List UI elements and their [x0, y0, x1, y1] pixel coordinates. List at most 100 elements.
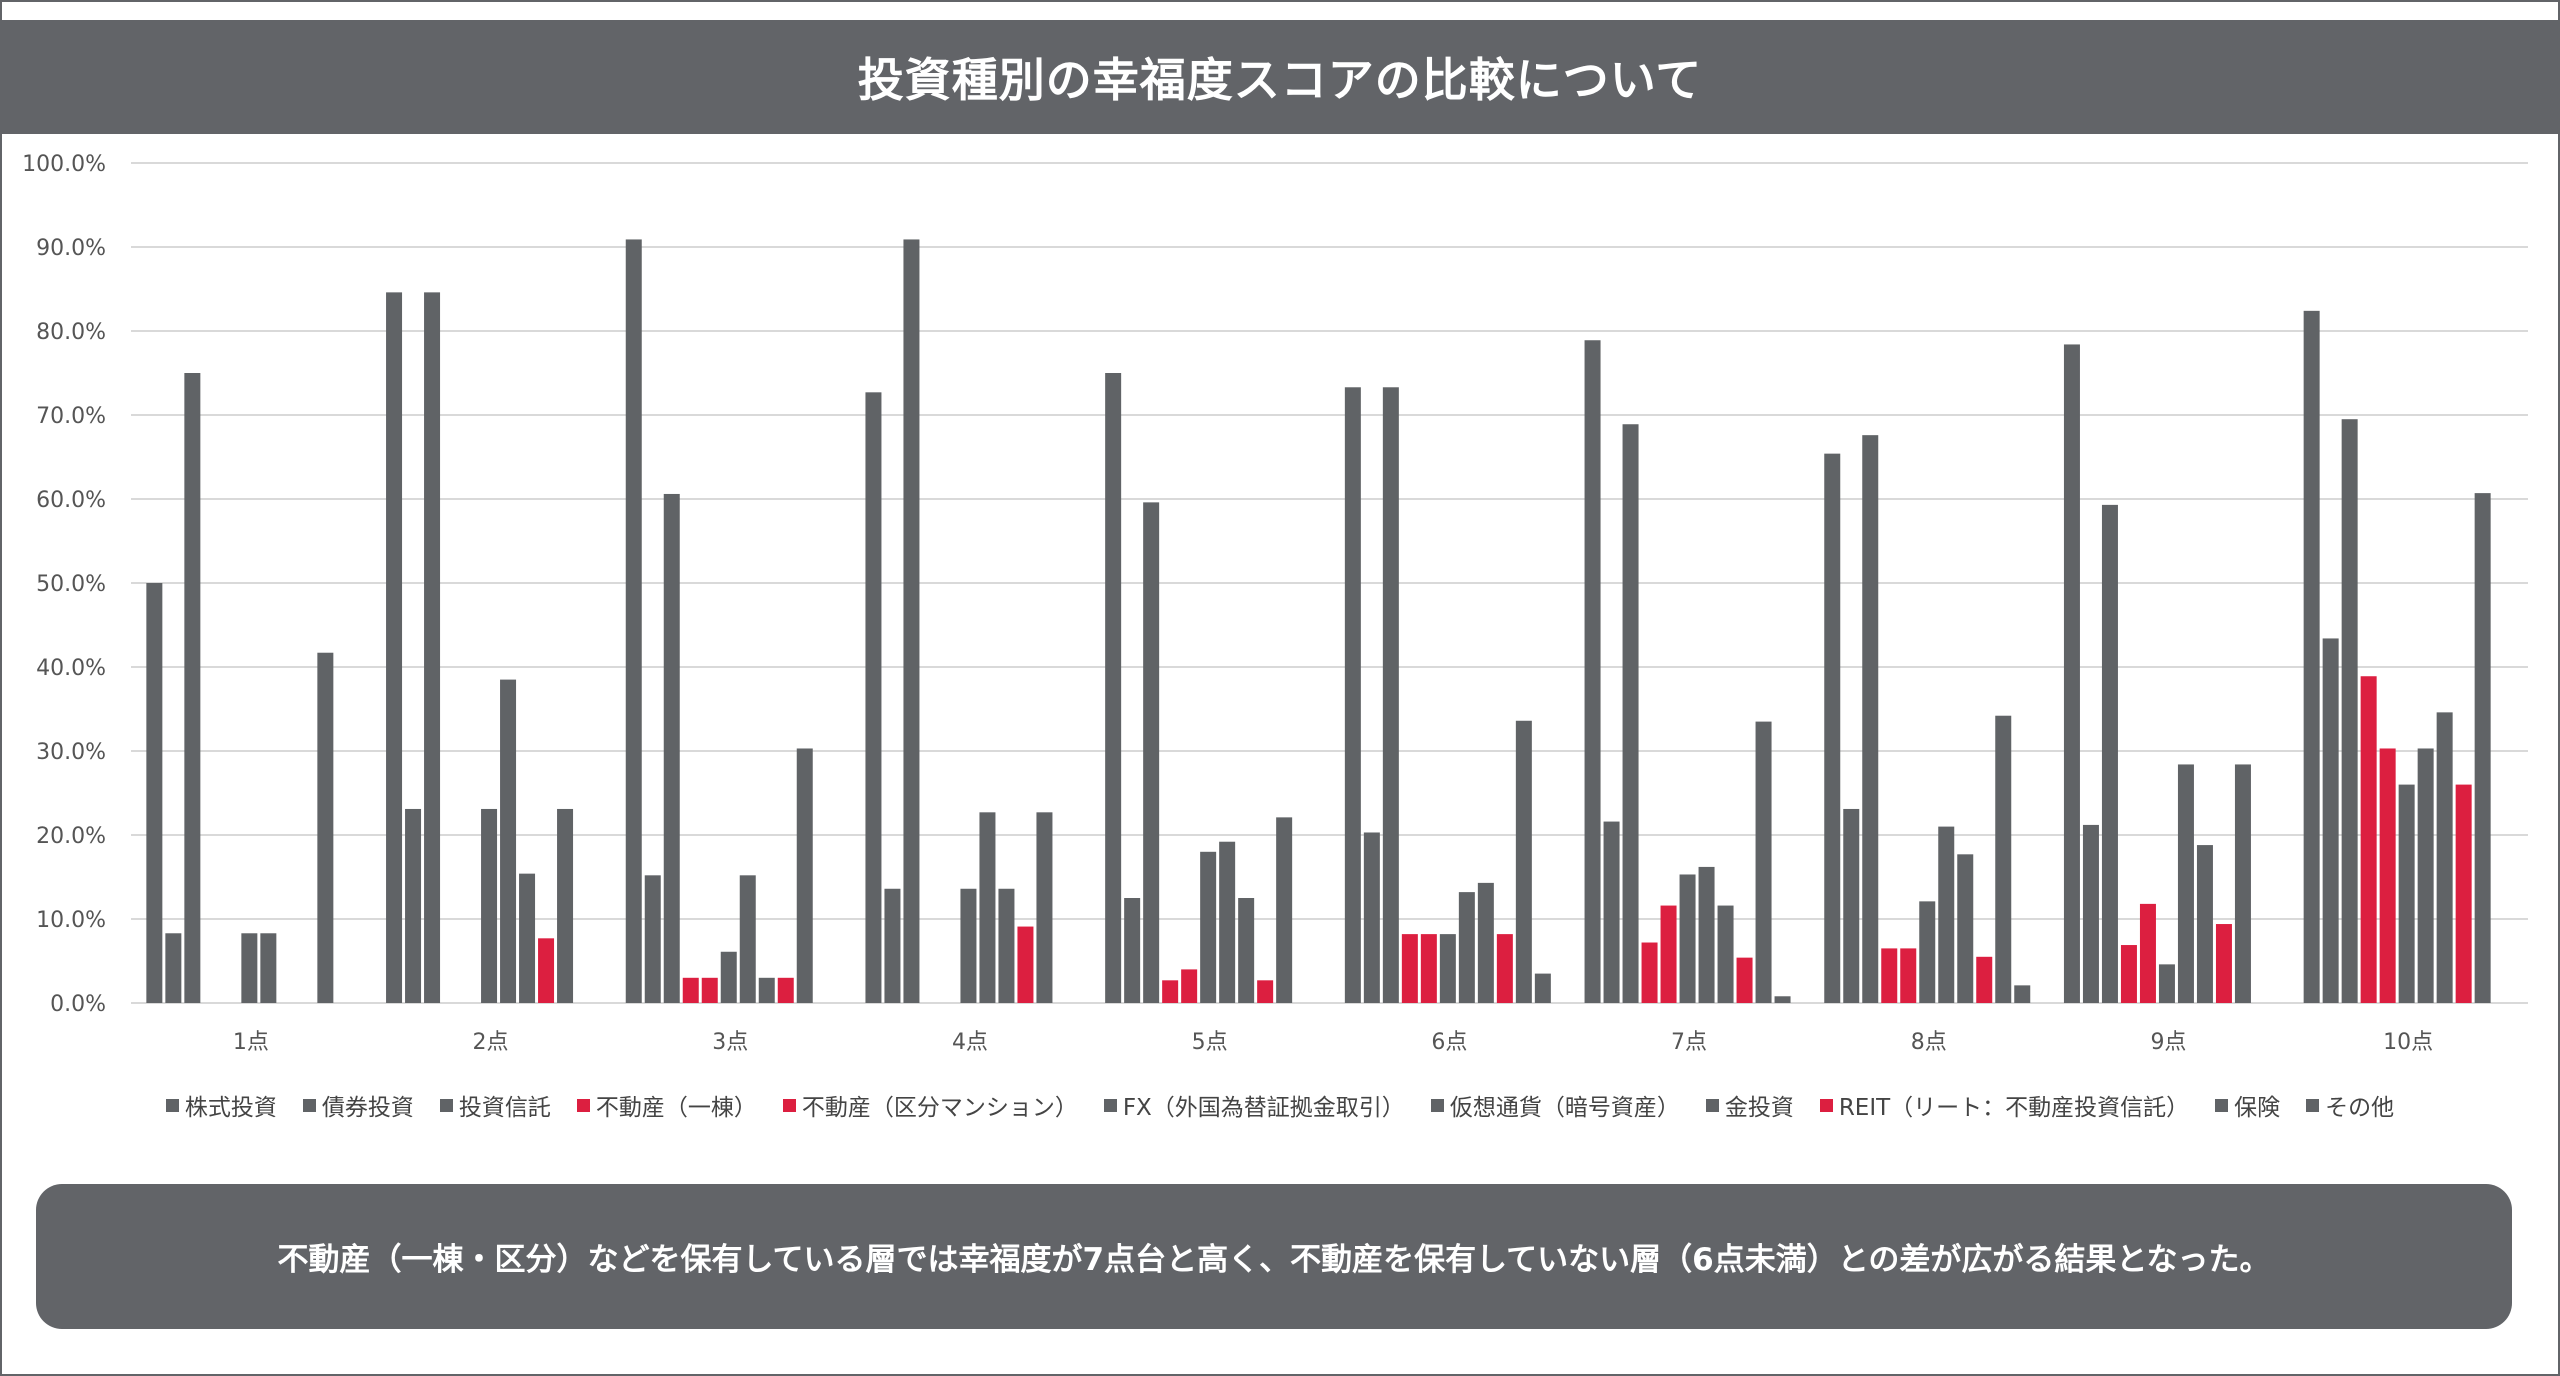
x-tick-label: 6点 — [1431, 1030, 1467, 1055]
legend-label: 保険 — [2234, 1095, 2281, 1121]
bar-1-3 — [184, 373, 201, 1003]
legend-swatch — [2306, 1098, 2320, 1112]
bar-8-8 — [1957, 854, 1974, 1003]
bar-3-3 — [663, 493, 680, 1003]
bar-7-5 — [1660, 905, 1677, 1003]
bar-8-10 — [1995, 715, 2012, 1003]
legend-item: 不動産（区分マンション） — [782, 1088, 1078, 1122]
bar-5-6 — [1200, 851, 1217, 1003]
bar-9-9 — [2215, 924, 2232, 1003]
bar-5-8 — [1238, 898, 1255, 1003]
bar-9-4 — [2120, 945, 2137, 1003]
bar-6-2 — [1363, 832, 1380, 1003]
x-tick-label: 1点 — [233, 1030, 269, 1055]
y-tick-label: 90.0% — [36, 236, 106, 261]
bar-8-11 — [2014, 985, 2031, 1003]
bar-3-5 — [701, 977, 718, 1003]
legend-item: 金投資 — [1705, 1088, 1794, 1122]
bar-1-7 — [260, 933, 277, 1003]
legend-item: 不動産（一棟） — [576, 1088, 757, 1122]
legend-swatch — [1103, 1098, 1117, 1112]
bar-6-1 — [1344, 387, 1361, 1003]
bar-6-9 — [1496, 934, 1513, 1003]
bar-9-6 — [2158, 964, 2175, 1003]
x-tick-label: 8点 — [1911, 1030, 1947, 1055]
bar-10-1 — [2303, 310, 2320, 1004]
legend-label: REIT（リート：不動産投資信託） — [1838, 1095, 2190, 1121]
bar-8-2 — [1843, 808, 1860, 1003]
legend-item: 保険 — [2215, 1088, 2280, 1122]
legend-item: 投資信託 — [439, 1088, 551, 1122]
y-tick-label: 30.0% — [36, 740, 106, 765]
legend-label: FX（外国為替証拠金取引） — [1122, 1095, 1405, 1121]
bar-5-10 — [1276, 817, 1293, 1003]
legend-swatch — [1430, 1098, 1444, 1112]
x-tick-label: 10点 — [2383, 1030, 2433, 1055]
bar-3-8 — [758, 977, 775, 1003]
bar-1-10 — [317, 652, 334, 1003]
summary-text: 不動産（一棟・区分）などを保有している層では幸福度が7点台と高く、不動産を保有し… — [277, 1242, 2271, 1278]
bar-5-1 — [1105, 373, 1122, 1003]
bar-9-8 — [2196, 845, 2213, 1003]
bar-6-11 — [1534, 973, 1551, 1003]
bar-7-2 — [1603, 821, 1620, 1003]
bar-8-7 — [1938, 826, 1955, 1003]
bar-8-1 — [1824, 453, 1841, 1003]
bar-4-7 — [979, 812, 996, 1003]
bar-5-4 — [1162, 980, 1179, 1003]
bar-7-9 — [1736, 957, 1753, 1003]
bar-1-6 — [241, 933, 258, 1003]
bar-4-8 — [998, 888, 1015, 1003]
bar-4-9 — [1017, 926, 1034, 1003]
bar-3-6 — [720, 951, 737, 1003]
bar-1-1 — [146, 583, 163, 1003]
bar-8-6 — [1919, 901, 1936, 1003]
bar-9-7 — [2177, 764, 2194, 1003]
y-tick-label: 70.0% — [36, 404, 106, 429]
bar-10-2 — [2322, 638, 2339, 1003]
bar-10-9 — [2455, 784, 2472, 1003]
legend-swatch — [302, 1098, 316, 1112]
bar-9-1 — [2063, 344, 2080, 1003]
bar-5-7 — [1219, 841, 1236, 1003]
legend-swatch — [2215, 1098, 2229, 1112]
bar-1-2 — [165, 933, 182, 1003]
bar-4-1 — [865, 392, 882, 1003]
bar-6-5 — [1420, 934, 1437, 1003]
legend-label: 不動産（一棟） — [595, 1095, 757, 1121]
title-bar: 投資種別の幸福度スコアの比較について — [2, 20, 2558, 134]
bar-2-6 — [481, 808, 498, 1003]
bar-2-10 — [557, 808, 574, 1003]
x-tick-label: 2点 — [473, 1030, 509, 1055]
bar-5-2 — [1124, 898, 1141, 1003]
bar-8-3 — [1862, 435, 1879, 1003]
legend-item: FX（外国為替証拠金取引） — [1103, 1088, 1405, 1122]
x-tick-label: 9点 — [2150, 1030, 2186, 1055]
chart-legend: 株式投資 債券投資 投資信託 不動産（一棟） 不動産（区分マンション） FX（外国為替証拠… — [0, 1088, 2560, 1122]
legend-label: 債券投資 — [321, 1095, 414, 1121]
bar-2-3 — [424, 292, 441, 1003]
y-tick-label: 100.0% — [22, 152, 106, 177]
bar-6-6 — [1439, 934, 1456, 1003]
bar-9-3 — [2101, 504, 2118, 1003]
bar-3-4 — [682, 977, 699, 1003]
legend-item: 債券投資 — [302, 1088, 414, 1122]
x-tick-label: 5点 — [1192, 1030, 1228, 1055]
bar-8-9 — [1976, 956, 1993, 1003]
bar-7-3 — [1622, 424, 1639, 1003]
legend-item: 仮想通貨（暗号資産） — [1430, 1088, 1680, 1122]
legend-label: 投資信託 — [458, 1095, 551, 1121]
bar-3-9 — [777, 977, 794, 1003]
bar-4-2 — [884, 888, 901, 1003]
y-tick-label: 60.0% — [36, 488, 106, 513]
bar-3-2 — [644, 875, 661, 1003]
bar-4-10 — [1036, 812, 1053, 1003]
legend-label: 不動産（区分マンション） — [801, 1095, 1078, 1121]
bar-3-7 — [739, 875, 756, 1003]
bar-7-1 — [1584, 340, 1601, 1003]
y-tick-label: 0.0% — [50, 992, 106, 1017]
bar-2-1 — [386, 292, 403, 1003]
bar-9-2 — [2082, 824, 2099, 1003]
bar-10-8 — [2436, 712, 2453, 1003]
